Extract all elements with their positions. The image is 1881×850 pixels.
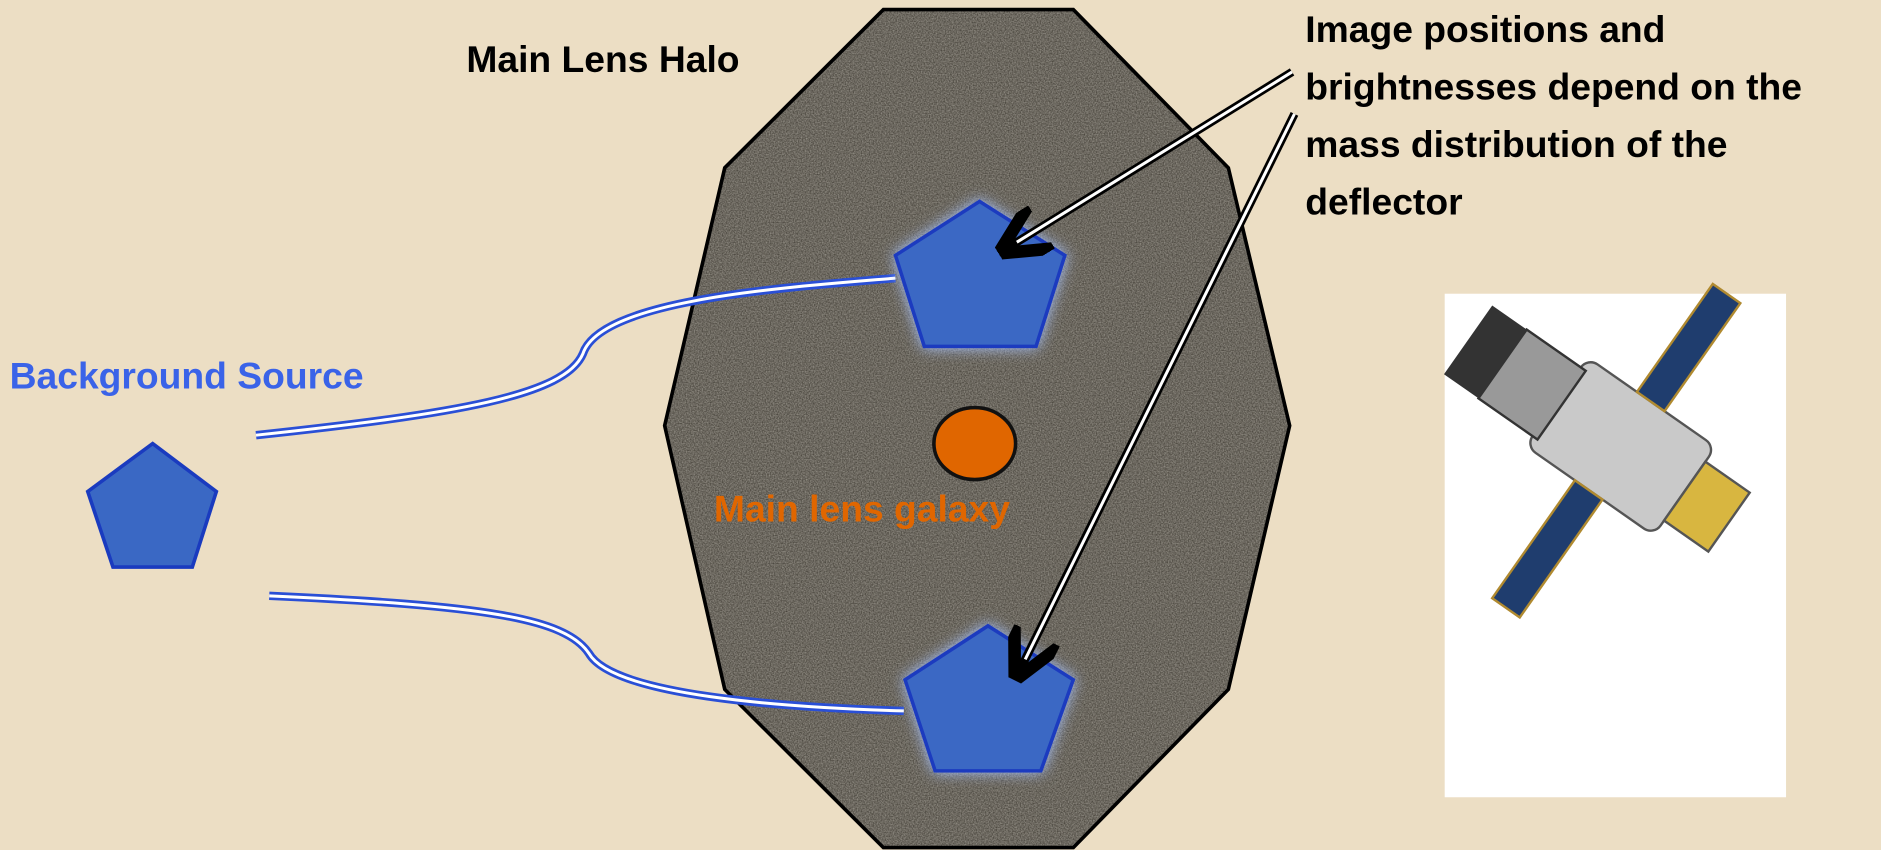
diagram: Main Lens Halo Background Source Main le… bbox=[0, 0, 1881, 850]
lens-galaxy bbox=[934, 408, 1016, 480]
source-label: Background Source bbox=[10, 354, 364, 396]
annotation-line: brightnesses depend on the bbox=[1305, 66, 1802, 108]
galaxy-label: Main lens galaxy bbox=[714, 488, 1010, 530]
annotation-line: deflector bbox=[1305, 181, 1462, 223]
annotation-line: mass distribution of the bbox=[1305, 123, 1727, 165]
annotation-line: Image positions and bbox=[1305, 8, 1665, 50]
halo-label: Main Lens Halo bbox=[466, 38, 739, 80]
